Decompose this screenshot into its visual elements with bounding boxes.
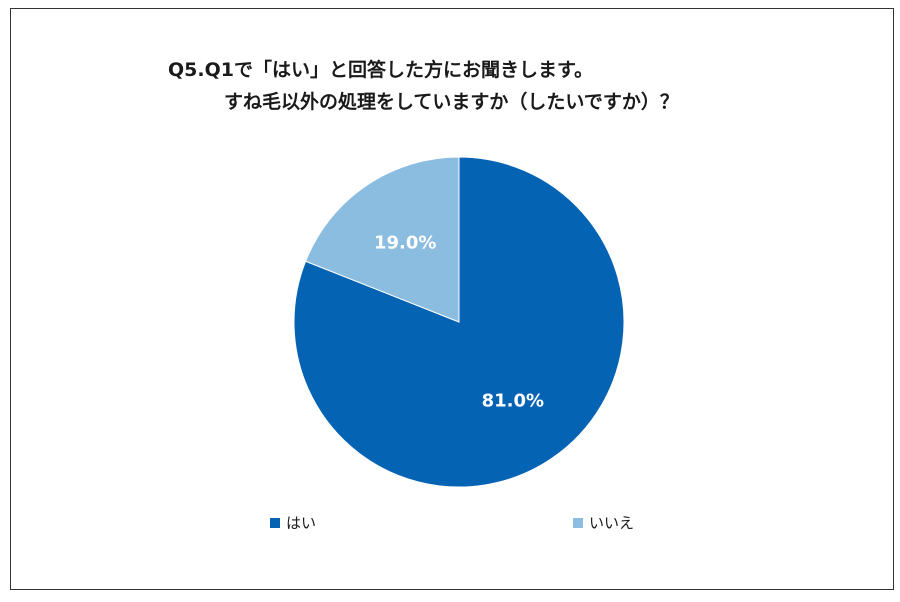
chart-title-line1: Q5.Q1で「はい」と回答した方にお聞きします。 [168, 59, 594, 81]
data-label-hai: 81.0% [482, 391, 544, 412]
legend-swatch-iie [573, 517, 583, 528]
slice-hai [293, 156, 625, 488]
legend-item-iie: いいえ [573, 512, 634, 533]
slice-iie [304, 156, 460, 323]
legend-swatch-hai [270, 517, 280, 528]
legend-label-iie: いいえ [589, 514, 635, 532]
data-label-iie: 19.0% [374, 232, 436, 253]
chart-title-line2: すね毛以外の処理をしていますか（したいですか）？ [224, 91, 679, 113]
legend-item-hai: はい [270, 512, 316, 533]
legend-label-hai: はい [286, 514, 317, 532]
